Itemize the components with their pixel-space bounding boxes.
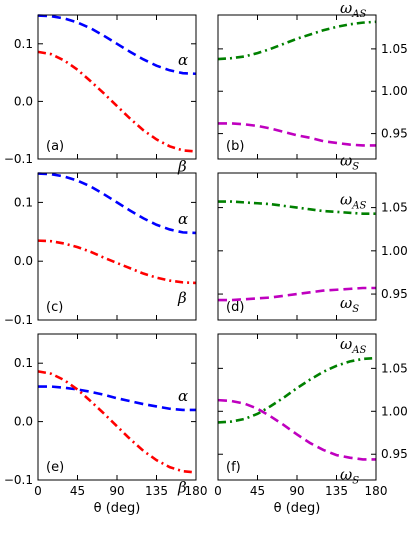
series-label-beta: β xyxy=(177,289,187,307)
x-tick-label: 90 xyxy=(109,484,124,498)
panel-label: (d) xyxy=(226,300,244,315)
y-tick-label: −0.1 xyxy=(4,313,33,327)
y-tick-label: 0.0 xyxy=(14,415,33,429)
series-line-alpha xyxy=(37,14,197,76)
axes-frame xyxy=(37,333,197,481)
panel-label: (f) xyxy=(226,460,241,475)
series-label-omega-as: ωAS xyxy=(340,335,366,356)
series-label-omega-as: ωAS xyxy=(340,191,366,212)
series-line-alpha xyxy=(37,172,197,235)
y-tick-label: −0.1 xyxy=(4,473,33,487)
panel-label: (c) xyxy=(46,300,63,315)
x-tick-label: 135 xyxy=(145,484,168,498)
series-label-subscript: AS xyxy=(351,9,366,20)
y-tick-label: 0.95 xyxy=(381,127,408,141)
series-label-symbol: ω xyxy=(340,151,352,169)
x-tick-label: 45 xyxy=(250,484,265,498)
axes-frame xyxy=(37,14,197,160)
x-axis-title: θ (deg) xyxy=(274,501,321,516)
panel-label: (e) xyxy=(46,460,64,475)
series-label-subscript: AS xyxy=(351,345,366,356)
series-label-symbol: ω xyxy=(340,0,352,17)
y-tick-label: −0.1 xyxy=(4,152,33,166)
series-label-omega-s: ωS xyxy=(340,465,359,486)
x-tick-label: 135 xyxy=(325,484,348,498)
series-label-symbol: ω xyxy=(340,465,352,483)
series-label-omega-s: ωS xyxy=(340,151,359,172)
panel-label: (a) xyxy=(46,139,64,154)
panel-label: (b) xyxy=(226,139,244,154)
series-line-beta xyxy=(37,239,197,285)
series-label-beta: β xyxy=(177,158,187,176)
series-label-symbol: ω xyxy=(340,294,352,312)
y-tick-label: 1.00 xyxy=(381,244,408,258)
series-label-symbol: α xyxy=(178,51,188,69)
panel-a: −0.1 0.0 0.1 (a) α β xyxy=(4,14,197,176)
x-tick-label: 180 xyxy=(365,484,388,498)
y-tick-label: 0.1 xyxy=(14,356,33,370)
series-line-omega-as xyxy=(217,356,377,424)
series-label-alpha: α xyxy=(178,51,188,69)
y-tick-label: 1.00 xyxy=(381,404,408,418)
series-label-symbol: ω xyxy=(340,335,352,353)
series-label-subscript: S xyxy=(352,475,359,486)
series-label-alpha: α xyxy=(178,210,188,228)
series-label-symbol: β xyxy=(177,478,187,496)
y-tick-label: 0.0 xyxy=(14,94,33,108)
series-line-alpha xyxy=(38,385,196,412)
axes-frame xyxy=(217,14,377,160)
y-tick-label: 1.00 xyxy=(381,84,408,98)
series-label-subscript: AS xyxy=(351,201,366,212)
y-tick-label: 0.1 xyxy=(14,195,33,209)
series-line-omega-s xyxy=(218,122,376,147)
y-tick-label: 0.95 xyxy=(381,287,408,301)
series-line-omega-s xyxy=(217,398,376,461)
x-tick-label: 0 xyxy=(214,484,222,498)
axes-frame xyxy=(217,172,377,321)
series-label-symbol: α xyxy=(178,210,188,228)
series-label-symbol: β xyxy=(177,289,187,307)
axes-frame xyxy=(37,172,197,321)
series-label-beta: β xyxy=(177,478,187,496)
x-tick-label: 0 xyxy=(34,484,42,498)
panel-c: −0.1 0.0 0.1 (c) α β xyxy=(4,172,197,327)
y-tick-label: 0.1 xyxy=(14,37,33,51)
y-tick-label: 1.05 xyxy=(381,201,408,215)
y-tick-label: 1.05 xyxy=(381,361,408,375)
x-axis-title: θ (deg) xyxy=(94,501,141,516)
series-line-beta xyxy=(37,50,197,153)
panel-e: −0.1 0.0 0.1 0 45 90 135 180 (e) α β xyxy=(4,333,208,498)
series-label-omega-as: ωAS xyxy=(340,0,366,20)
x-tick-label: 90 xyxy=(289,484,304,498)
series-label-symbol: α xyxy=(178,387,188,405)
x-tick-label: 45 xyxy=(70,484,85,498)
series-line-beta xyxy=(37,370,197,474)
series-label-omega-s: ωS xyxy=(340,294,359,315)
series-line-omega-as xyxy=(217,20,377,61)
y-tick-label: 0.0 xyxy=(14,254,33,268)
y-tick-label: 0.95 xyxy=(381,447,408,461)
series-label-subscript: S xyxy=(352,304,359,315)
series-line-omega-as xyxy=(218,200,376,215)
series-line-omega-s xyxy=(218,286,376,302)
series-label-alpha: α xyxy=(178,387,188,405)
series-label-symbol: ω xyxy=(340,191,352,209)
x-tick-label: 180 xyxy=(185,484,208,498)
series-label-symbol: β xyxy=(177,158,187,176)
series-label-subscript: S xyxy=(352,161,359,172)
y-tick-label: 1.05 xyxy=(381,42,408,56)
